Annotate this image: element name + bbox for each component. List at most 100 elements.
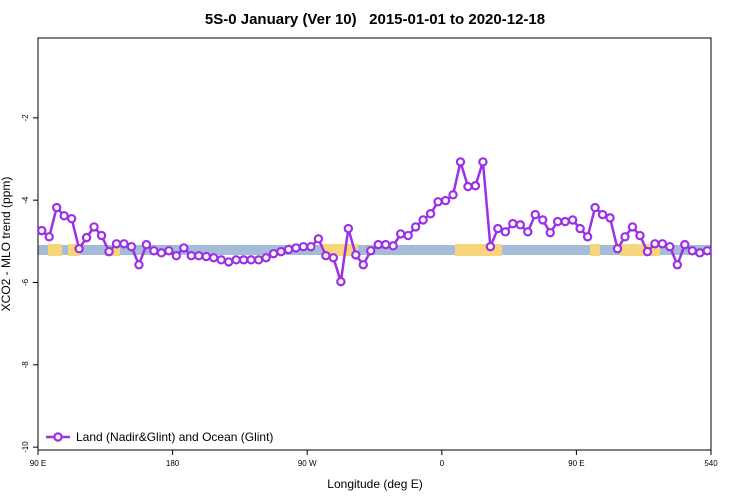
data-point [59, 211, 69, 221]
data-point [575, 223, 585, 234]
data-point [156, 248, 167, 258]
x-axis-label: Longitude (deg E) [327, 477, 422, 491]
data-point [291, 243, 301, 253]
data-point [283, 244, 294, 255]
y-tick-label: -2 [21, 114, 30, 122]
data-point [89, 222, 99, 232]
data-point [194, 251, 204, 261]
data-point [134, 260, 144, 270]
x-tick-label: 0 [440, 459, 445, 468]
data-point [96, 230, 107, 241]
y-tick-label: -8 [21, 361, 30, 369]
data-point [433, 197, 443, 207]
data-point [695, 248, 705, 258]
y-axis-label: XCO2 - MLO trend (ppm) [0, 177, 13, 312]
y-tick-label: -6 [21, 278, 30, 286]
data-point [149, 246, 159, 256]
data-point [635, 230, 645, 241]
data-point [268, 248, 279, 259]
data-point [253, 255, 264, 265]
data-point [642, 246, 653, 257]
data-point [164, 246, 174, 256]
data-point [276, 246, 286, 257]
legend-marker [53, 432, 63, 442]
y-tick-label: -10 [21, 441, 30, 453]
data-point [261, 253, 271, 263]
data-point [186, 251, 196, 261]
data-point [126, 241, 137, 252]
data-point [51, 202, 62, 213]
data-point [373, 239, 383, 250]
data-point [515, 220, 526, 230]
data-point [351, 250, 361, 260]
data-point [223, 257, 234, 267]
data-point [66, 213, 77, 224]
data-point [485, 241, 496, 252]
data-point [590, 202, 600, 213]
data-point [418, 215, 428, 225]
x-tick-label: 180 [166, 459, 180, 468]
data-point [560, 216, 570, 227]
data-point [605, 213, 615, 223]
data-point [171, 251, 182, 261]
data-point [553, 216, 563, 227]
data-point [657, 239, 668, 249]
data-point [119, 239, 129, 249]
data-point [74, 244, 84, 254]
data-point [201, 251, 211, 262]
data-point [687, 246, 698, 256]
data-point [321, 251, 331, 261]
data-point [179, 243, 189, 253]
data-point [246, 255, 256, 265]
data-point [523, 227, 533, 237]
data-point [493, 223, 503, 234]
data-point [508, 218, 518, 229]
data-point [44, 232, 54, 242]
data-point [702, 246, 712, 256]
data-point [545, 227, 555, 238]
y-tick-label: -4 [21, 196, 30, 204]
data-point [500, 227, 511, 237]
x-tick-label: 90 E [30, 459, 46, 468]
data-point [141, 239, 152, 250]
data-point [680, 239, 690, 250]
data-point [366, 246, 376, 256]
data-point [403, 230, 413, 241]
data-point [440, 195, 451, 206]
data-point [620, 232, 630, 242]
x-tick-label: 90 E [568, 459, 584, 468]
data-point [597, 209, 608, 220]
data-point [410, 222, 421, 232]
x-tick-label: 540 [704, 459, 718, 468]
chart-title: 5S-0 January (Ver 10) 2015-01-01 to 2020… [205, 11, 545, 28]
data-point [81, 232, 92, 243]
data-point [538, 215, 548, 225]
data-point [104, 246, 114, 257]
data-point [37, 225, 47, 236]
data-point [463, 181, 473, 192]
data-point [425, 209, 436, 219]
data-point [395, 229, 406, 239]
data-point [231, 255, 241, 265]
data-point [470, 181, 481, 191]
x-tick-label: 90 W [298, 459, 317, 468]
data-point [478, 157, 488, 167]
data-point [381, 239, 391, 250]
data-point [209, 253, 219, 263]
data-point [672, 260, 683, 270]
data-point [343, 223, 354, 234]
legend-label: Land (Nadir&Glint) and Ocean (Glint) [76, 430, 273, 444]
data-point [306, 241, 316, 252]
data-point [665, 241, 675, 252]
data-point [238, 255, 249, 265]
data-point [612, 244, 623, 254]
data-point [358, 260, 368, 270]
data-point [216, 255, 226, 265]
data-point [455, 157, 466, 167]
data-point [111, 239, 122, 249]
data-point [328, 253, 339, 263]
data-point [298, 241, 309, 252]
data-point [388, 241, 398, 251]
data-point [530, 209, 540, 220]
